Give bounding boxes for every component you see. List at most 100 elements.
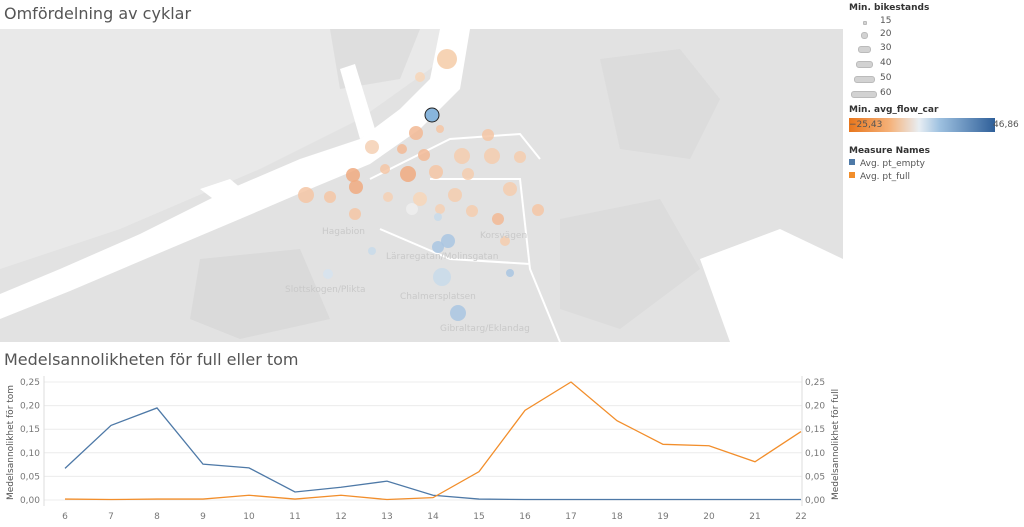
measure-legend-title: Measure Names: [849, 146, 931, 156]
x-tick-label: 19: [657, 512, 669, 522]
station-marker[interactable]: [400, 166, 416, 182]
station-marker[interactable]: [323, 269, 333, 279]
x-tick-label: 7: [108, 512, 114, 522]
chart-canvas: 0,00 0,00 0,05 0,05 0,10 0,10 0,15 0,15 0,20 0,20…: [6, 376, 841, 522]
station-marker[interactable]: [437, 49, 457, 69]
place-label: Chalmersplatsen: [400, 292, 476, 302]
swatch-empty: [849, 159, 855, 165]
color-min-label: −25,43: [849, 120, 883, 130]
place-label: Gibraltarg/Eklandag: [440, 324, 530, 334]
station-marker[interactable]: [492, 213, 504, 225]
station-marker[interactable]: [482, 129, 494, 141]
place-label: Korsvägen: [480, 231, 527, 241]
station-marker[interactable]: [462, 168, 474, 180]
y-axis-title-left: Medelsannolikhet för tom: [6, 385, 16, 500]
station-marker[interactable]: [441, 234, 455, 248]
station-marker[interactable]: [413, 192, 427, 206]
park-area: [190, 249, 330, 339]
x-tick-label: 8: [154, 512, 160, 522]
station-marker[interactable]: [433, 268, 451, 286]
measure-legend-item-full[interactable]: Avg. pt_full: [849, 172, 910, 184]
y-tick-right: 0,10: [805, 449, 825, 459]
park-area: [560, 199, 700, 329]
place-label: Slottskogen/Plikta: [285, 285, 366, 295]
station-marker[interactable]: [503, 182, 517, 196]
size-legend-title: Min. bikestands: [849, 3, 930, 13]
station-marker[interactable]: [397, 144, 407, 154]
y-tick-left: 0,15: [20, 425, 40, 435]
x-tick-label: 11: [289, 512, 300, 522]
station-marker[interactable]: [506, 269, 514, 277]
size-legend-item[interactable]: 15: [846, 16, 946, 28]
x-tick-label: 20: [703, 512, 715, 522]
station-marker[interactable]: [349, 208, 361, 220]
color-legend-title: Min. avg_flow_car: [849, 105, 939, 115]
x-tick-label: 9: [200, 512, 206, 522]
map-title: Omfördelning av cyklar: [4, 4, 192, 23]
station-marker[interactable]: [365, 140, 379, 154]
station-marker[interactable]: [454, 148, 470, 164]
x-tick-label: 22: [795, 512, 806, 522]
y-tick-right: 0,25: [805, 378, 825, 388]
river: [0, 29, 470, 319]
x-tick-label: 18: [611, 512, 623, 522]
station-marker[interactable]: [448, 188, 462, 202]
station-marker[interactable]: [514, 151, 526, 163]
y-tick-right: 0,15: [805, 425, 825, 435]
station-marker[interactable]: [380, 164, 390, 174]
size-legend-item[interactable]: 30: [846, 43, 946, 55]
series-line-full[interactable]: [64, 381, 802, 501]
station-marker[interactable]: [500, 236, 510, 246]
size-legend-item[interactable]: 40: [846, 58, 946, 70]
station-marker[interactable]: [383, 192, 393, 202]
color-gradient-bar: [849, 118, 995, 132]
harbor: [340, 64, 375, 139]
size-legend-item[interactable]: 20: [846, 29, 946, 41]
station-marker[interactable]: [450, 305, 466, 321]
station-marker[interactable]: [436, 125, 444, 133]
station-marker[interactable]: [432, 241, 444, 253]
chart-title: Medelsannolikheten för full eller tom: [4, 350, 299, 369]
x-tick-label: 21: [749, 512, 760, 522]
station-marker[interactable]: [409, 126, 423, 140]
y-axis-title-right: Medelsannolikhet för full: [831, 389, 841, 500]
station-marker[interactable]: [298, 187, 314, 203]
legend-panel: Min. bikestands 15 20 30 40 50 60 Min. a…: [846, 0, 1024, 200]
station-marker[interactable]: [429, 165, 443, 179]
harbor: [200, 179, 260, 219]
x-tick-label: 17: [565, 512, 576, 522]
place-label: Hagabion: [322, 227, 365, 237]
station-marker[interactable]: [415, 72, 425, 82]
series-line-empty[interactable]: [64, 407, 801, 501]
y-tick-right: 0,20: [805, 402, 825, 412]
station-marker-selected[interactable]: [424, 107, 440, 123]
x-tick-label: 14: [427, 512, 439, 522]
x-tick-label: 12: [335, 512, 346, 522]
size-legend-item[interactable]: 60: [846, 88, 946, 100]
station-marker[interactable]: [532, 204, 544, 216]
y-tick-left: 0,25: [20, 378, 40, 388]
y-tick-left: 0,20: [20, 402, 40, 412]
y-tick-left: 0,05: [20, 472, 40, 482]
lake: [700, 229, 843, 342]
x-tick-label: 13: [381, 512, 392, 522]
station-marker[interactable]: [434, 213, 442, 221]
station-marker[interactable]: [346, 168, 360, 182]
line-chart: 0,00 0,00 0,05 0,05 0,10 0,10 0,15 0,15 0,20 0,20…: [0, 372, 843, 523]
station-marker[interactable]: [435, 204, 445, 214]
y-tick-right: 0,00: [805, 496, 825, 506]
swatch-full: [849, 172, 855, 178]
station-marker[interactable]: [484, 148, 500, 164]
place-label: Läraregatan/Molinsgatan: [386, 252, 498, 262]
park-area: [600, 49, 720, 159]
station-marker[interactable]: [406, 203, 418, 215]
size-legend-item[interactable]: 50: [846, 73, 946, 85]
station-marker[interactable]: [349, 180, 363, 194]
map-view[interactable]: Hagabion Korsvägen Läraregatan/Molinsgat…: [0, 29, 843, 342]
station-marker[interactable]: [418, 149, 430, 161]
measure-legend-item-empty[interactable]: Avg. pt_empty: [849, 159, 925, 171]
station-marker[interactable]: [324, 191, 336, 203]
station-marker[interactable]: [368, 247, 376, 255]
y-tick-left: 0,00: [20, 496, 40, 506]
station-marker[interactable]: [466, 205, 478, 217]
